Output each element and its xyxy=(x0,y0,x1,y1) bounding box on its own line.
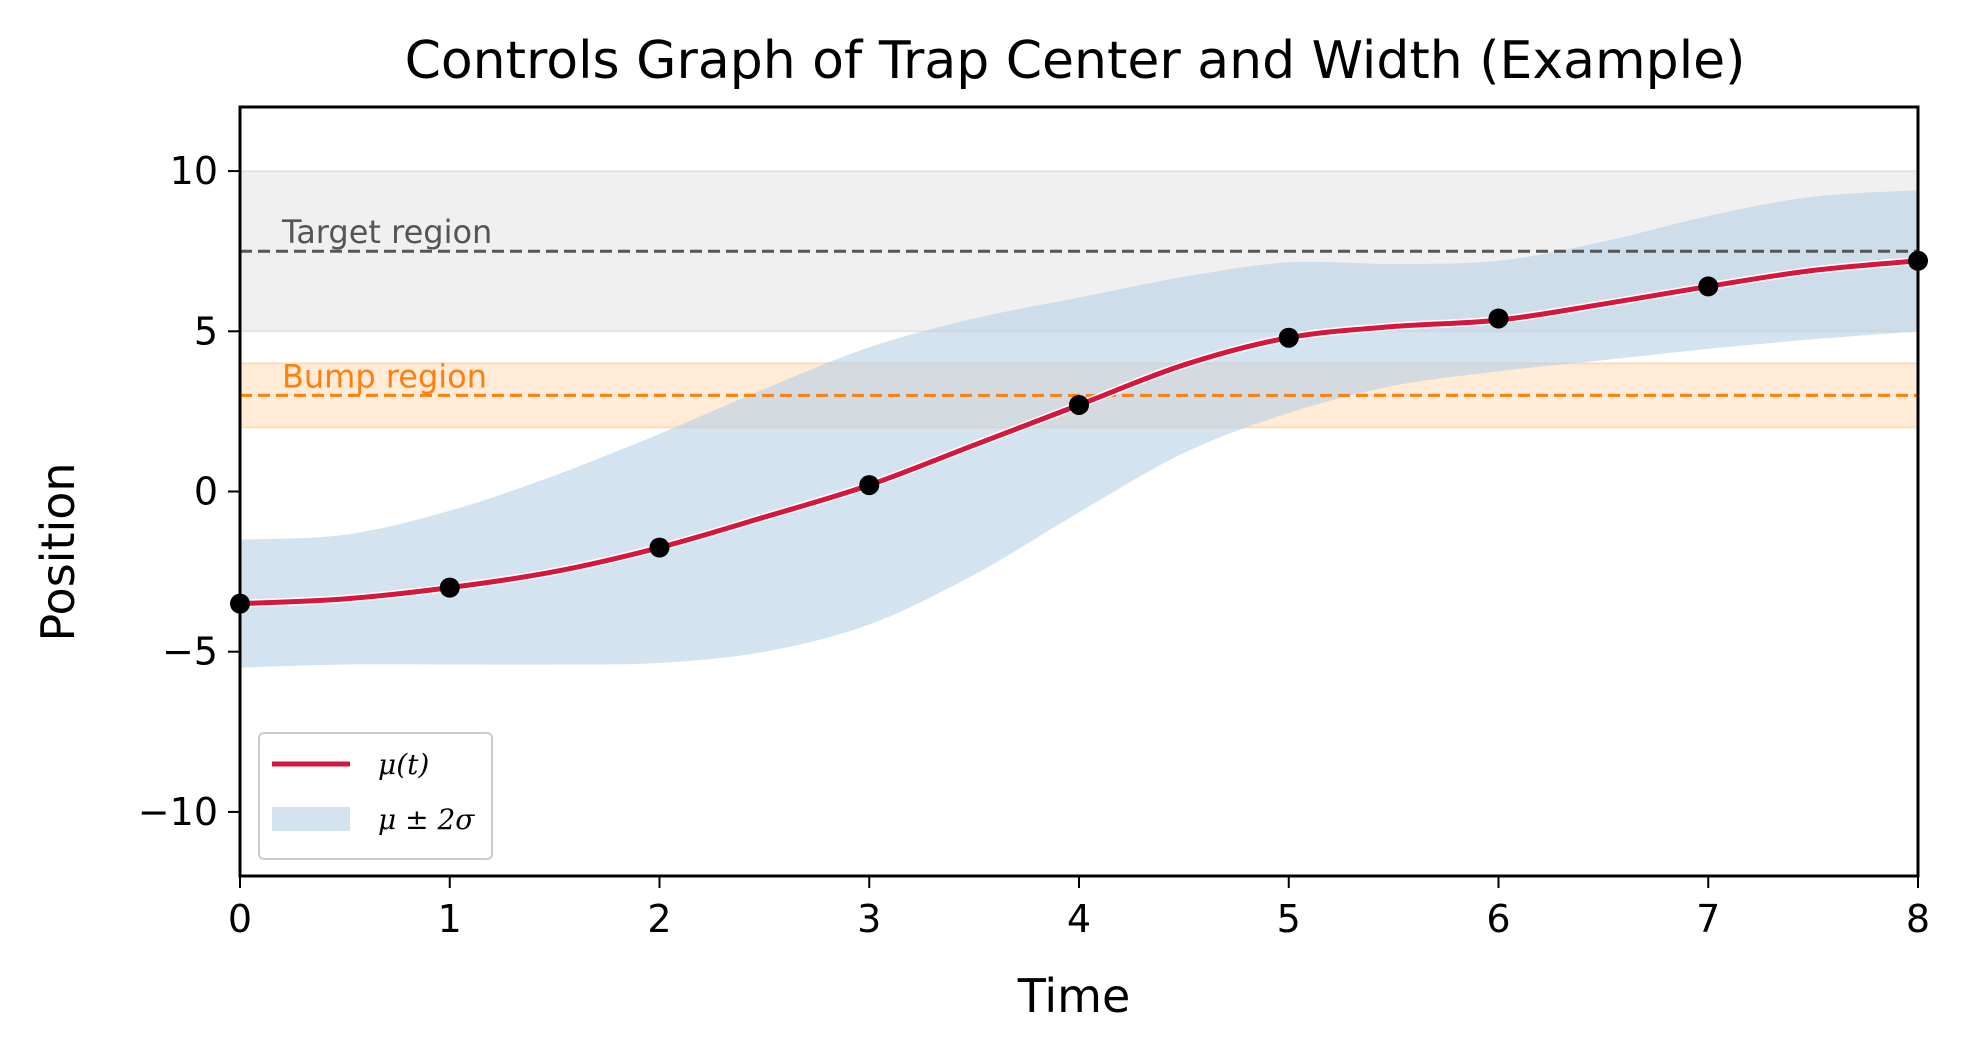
x-tick-label: 0 xyxy=(228,897,252,941)
data-point xyxy=(439,577,460,598)
y-tick-label: 0 xyxy=(194,470,218,514)
x-tick-label: 3 xyxy=(857,897,881,941)
data-point xyxy=(1698,276,1719,297)
y-tick-label: −10 xyxy=(138,790,218,834)
y-axis-label: Position xyxy=(31,462,85,641)
region-label-1: Bump region xyxy=(282,357,487,395)
legend-band-swatch xyxy=(272,807,350,831)
data-point xyxy=(1069,394,1089,415)
x-axis-label: Time xyxy=(1017,969,1131,1023)
x-tick-label: 7 xyxy=(1696,897,1720,941)
x-tick-label: 2 xyxy=(647,897,671,941)
x-tick-label: 8 xyxy=(1906,897,1930,941)
legend-entry-label: μ(t) xyxy=(378,748,429,781)
y-tick-label: −5 xyxy=(162,630,218,674)
x-tick-label: 1 xyxy=(438,897,462,941)
legend-box xyxy=(258,732,493,860)
x-tick-label: 5 xyxy=(1277,897,1301,941)
legend-entry-label: μ ± 2σ xyxy=(378,803,475,836)
x-tick-label: 6 xyxy=(1486,897,1510,941)
data-point xyxy=(859,475,880,496)
y-tick-label: 10 xyxy=(170,149,218,193)
data-point xyxy=(1278,327,1299,348)
region-label-0: Target region xyxy=(281,213,492,251)
chart-title: Controls Graph of Trap Center and Width … xyxy=(405,31,1746,91)
x-tick-label: 4 xyxy=(1067,897,1091,941)
legend: μ(t) μ ± 2σ xyxy=(258,732,493,860)
data-point xyxy=(649,537,670,558)
data-point xyxy=(1488,308,1509,329)
y-tick-label: 5 xyxy=(194,309,218,353)
plot-area: Target region Bump region 0 1 2 3 4 5 6 7 8 −10 −5 0 5… xyxy=(138,105,1930,941)
